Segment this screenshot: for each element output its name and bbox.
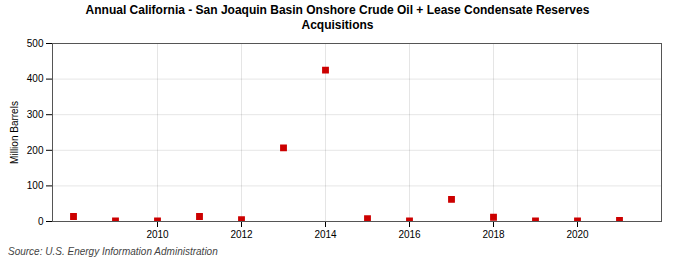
svg-text:2016: 2016 (398, 229, 421, 240)
svg-text:2020: 2020 (566, 229, 589, 240)
svg-text:0: 0 (38, 216, 44, 227)
svg-text:2010: 2010 (146, 229, 169, 240)
svg-text:2014: 2014 (314, 229, 337, 240)
svg-text:100: 100 (27, 180, 44, 191)
html-text:Source: U.S. Energy Informatio: Source: U.S. Energy Information Administ… (8, 246, 218, 257)
svg-text:400: 400 (27, 73, 44, 84)
html-text:Acquisitions: Acquisitions (301, 18, 374, 32)
svg-text:500: 500 (27, 38, 44, 49)
html-text:Annual California - San Joaqui: Annual California - San Joaquin Basin On… (85, 3, 590, 17)
svg-text:2012: 2012 (230, 229, 253, 240)
svg-text:Million Barrels: Million Barrels (9, 101, 20, 164)
svg-text:2018: 2018 (482, 229, 505, 240)
svg-text:300: 300 (27, 109, 44, 120)
svg-text:200: 200 (27, 145, 44, 156)
